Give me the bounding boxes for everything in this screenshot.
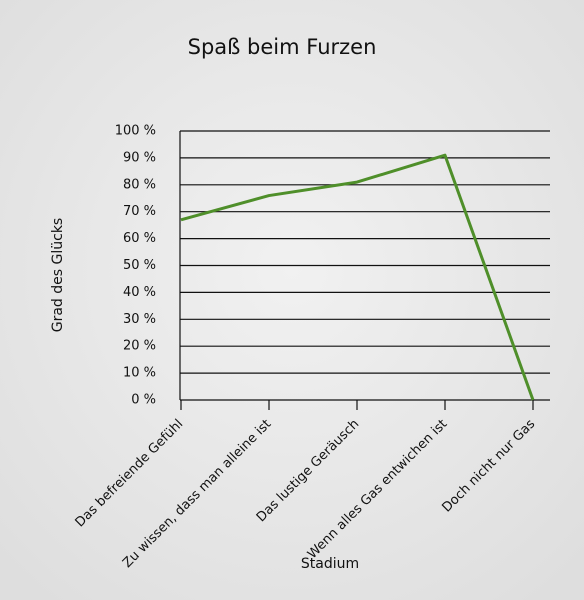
y-tick-label: 80 % <box>123 177 156 192</box>
y-tick-label: 100 % <box>115 124 156 139</box>
y-tick-label: 10 % <box>123 366 156 381</box>
y-tick-label: 90 % <box>123 150 156 165</box>
y-tick-label: 0 % <box>131 393 156 408</box>
y-tick-label: 20 % <box>123 339 156 354</box>
y-tick-label: 30 % <box>123 312 156 327</box>
y-tick-label: 40 % <box>123 285 156 300</box>
y-tick-label: 70 % <box>123 204 156 219</box>
y-tick-label: 50 % <box>123 258 156 273</box>
x-axis-label: Stadium <box>301 556 359 572</box>
y-tick-label: 60 % <box>123 231 156 246</box>
chart-title: Spaß beim Furzen <box>188 35 377 59</box>
y-axis-label: Grad des Glücks <box>50 218 66 332</box>
line <box>180 153 535 401</box>
